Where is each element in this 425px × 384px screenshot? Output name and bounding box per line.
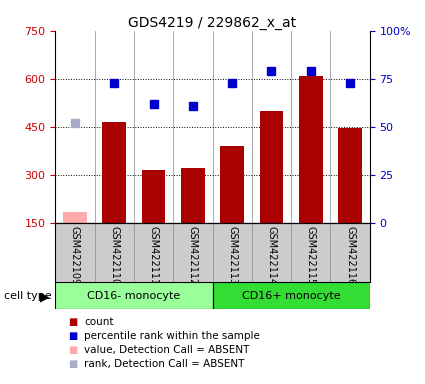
Bar [142, 170, 165, 223]
Text: GSM422113: GSM422113 [227, 226, 237, 285]
Title: GDS4219 / 229862_x_at: GDS4219 / 229862_x_at [128, 16, 297, 30]
Bar [338, 128, 362, 223]
Bar [212, 282, 370, 309]
Text: ■: ■ [68, 345, 77, 355]
Text: GSM422111: GSM422111 [148, 226, 159, 285]
Text: GSM422109: GSM422109 [70, 226, 80, 285]
Bar [102, 122, 126, 223]
Bar [220, 146, 244, 223]
Text: GSM422110: GSM422110 [109, 226, 119, 285]
Text: percentile rank within the sample: percentile rank within the sample [84, 331, 260, 341]
Text: ■: ■ [68, 331, 77, 341]
Bar [63, 212, 87, 223]
Text: ■: ■ [68, 359, 77, 369]
Bar [260, 111, 283, 223]
Bar [181, 168, 204, 223]
Text: cell type: cell type [4, 291, 52, 301]
Text: count: count [84, 317, 113, 327]
Text: ▶: ▶ [40, 290, 49, 303]
Text: GSM422114: GSM422114 [266, 226, 277, 285]
Text: rank, Detection Call = ABSENT: rank, Detection Call = ABSENT [84, 359, 244, 369]
Text: GSM422112: GSM422112 [188, 226, 198, 285]
Text: GSM422115: GSM422115 [306, 226, 316, 285]
Text: value, Detection Call = ABSENT: value, Detection Call = ABSENT [84, 345, 249, 355]
Bar [55, 282, 212, 309]
Text: CD16+ monocyte: CD16+ monocyte [242, 291, 340, 301]
Text: CD16- monocyte: CD16- monocyte [87, 291, 181, 301]
Bar [299, 76, 323, 223]
Text: ■: ■ [68, 317, 77, 327]
Text: GSM422116: GSM422116 [345, 226, 355, 285]
